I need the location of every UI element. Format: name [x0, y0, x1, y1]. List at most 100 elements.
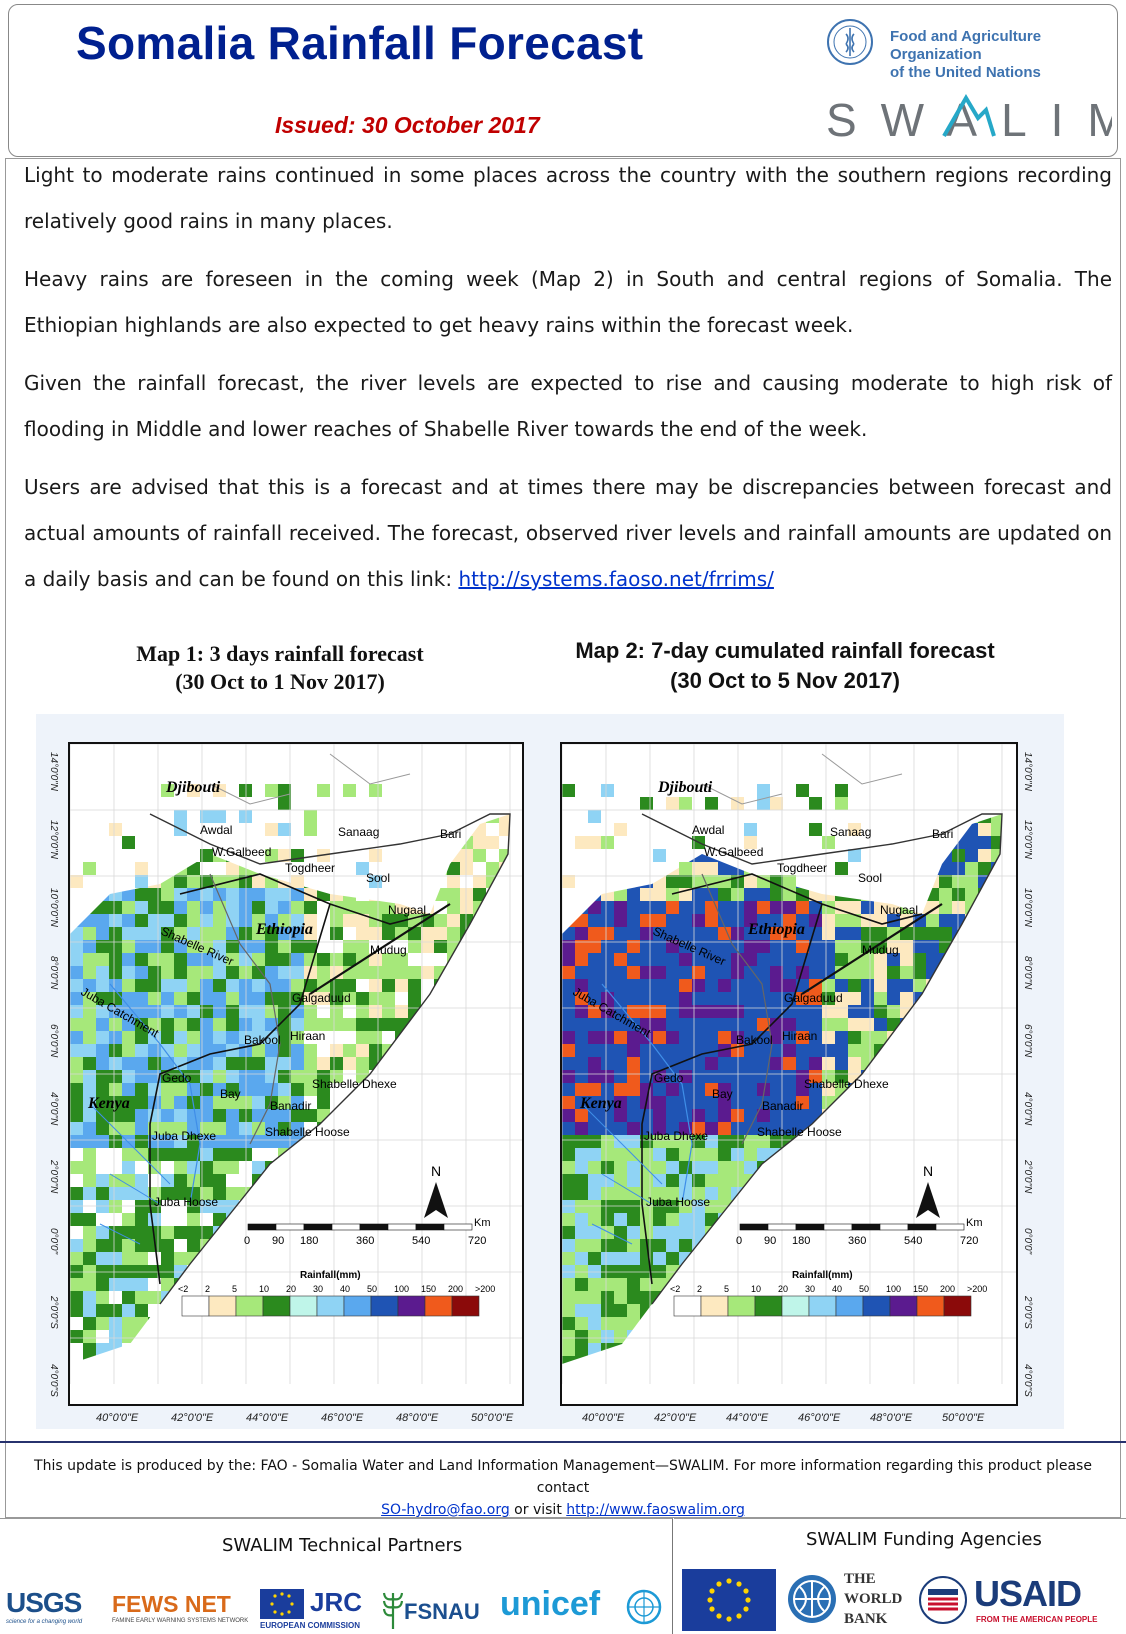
- map1-rain-cell: [343, 1187, 356, 1200]
- map1-rain-cell: [434, 849, 447, 862]
- map2-rain-cell: [666, 862, 679, 875]
- map2-rain-cell: [666, 814, 679, 823]
- map2-rain-cell: [601, 836, 614, 849]
- swalim-website-link[interactable]: http://www.faoswalim.org: [566, 1502, 745, 1518]
- map2-rain-cell: [978, 1083, 991, 1096]
- map2-rain-cell: [952, 1382, 965, 1395]
- map2-rain-cell: [783, 1252, 796, 1265]
- map2-rain-cell: [692, 888, 705, 901]
- map2-rain-cell: [952, 797, 965, 810]
- map2-rain-cell: [939, 784, 952, 797]
- map2-rain-cell: [575, 784, 588, 797]
- map1-rain-cell: [356, 1109, 369, 1122]
- map2-rain-cell: [874, 1096, 887, 1109]
- map1-rain-cell: [343, 1343, 356, 1356]
- map2-rain-cell: [848, 1031, 861, 1044]
- map2-rain-cell: [679, 862, 692, 875]
- map1-title-line1: Map 1: 3 days rainfall forecast: [136, 641, 424, 666]
- map1-rain-cell: [395, 823, 408, 836]
- map2-rain-cell: [887, 1070, 900, 1083]
- map1-rain-cell: [109, 1044, 122, 1057]
- map2-rain-cell: [770, 1122, 783, 1135]
- map1-rain-cell: [382, 953, 395, 966]
- map1-rain-cell: [135, 814, 148, 823]
- map1-rain-cell: [83, 1148, 96, 1161]
- map1-rain-cell: [291, 814, 304, 823]
- map1-region-label: Nugaal: [388, 903, 426, 917]
- map2-rain-cell: [965, 1044, 978, 1057]
- map1-rain-cell: [304, 1343, 317, 1356]
- map1-rain-cell: [512, 979, 522, 992]
- map2-rain-cell: [679, 927, 692, 940]
- map1-rain-cell: [83, 1291, 96, 1304]
- map1-rain-cell: [70, 1187, 83, 1200]
- map1-rain-cell: [499, 814, 510, 823]
- map2-rain-cell: [562, 1070, 575, 1083]
- map2-rain-cell: [835, 992, 848, 1005]
- map1-rain-cell: [395, 888, 408, 901]
- map2-rain-cell: [575, 966, 588, 979]
- map2-rain-cell: [809, 1148, 822, 1161]
- map1-rain-cell: [382, 1187, 395, 1200]
- map1-rain-cell: [408, 992, 421, 1005]
- map1-rain-cell: [265, 1109, 278, 1122]
- map2-rain-cell: [939, 979, 952, 992]
- map2-rain-cell: [822, 1148, 835, 1161]
- map1-rain-cell: [239, 1200, 252, 1213]
- map1-rain-cell: [460, 914, 473, 927]
- map2-rain-cell: [588, 940, 601, 953]
- map1-rain-cell: [213, 953, 226, 966]
- map2-rain-cell: [653, 1083, 666, 1096]
- map2-rain-cell: [874, 1122, 887, 1135]
- map2-rain-cell: [926, 1122, 939, 1135]
- map1-rain-cell: [369, 1161, 382, 1174]
- contact-email-link[interactable]: SO-hydro@fao.org: [381, 1502, 510, 1518]
- map1-rain-cell: [434, 1369, 447, 1382]
- map2-rain-cell: [627, 914, 640, 927]
- map2-rain-cell: [744, 914, 757, 927]
- map2-rain-cell: [575, 1148, 588, 1161]
- map2-rain-cell: [692, 1109, 705, 1122]
- map2-rain-cell: [653, 979, 666, 992]
- map2-rain-cell: [627, 823, 640, 836]
- map2-rain-cell: [952, 1109, 965, 1122]
- map1-rain-cell: [226, 1369, 239, 1382]
- map2-rain-cell: [588, 1148, 601, 1161]
- map1-rain-cell: [226, 1148, 239, 1161]
- map2-region-label: Shabelle Dhexe: [804, 1077, 889, 1091]
- map1-rain-cell: [252, 1044, 265, 1057]
- map2-rain-cell: [900, 1096, 913, 1109]
- map1-rain-cell: [265, 1083, 278, 1096]
- map1-rain-cell: [109, 1109, 122, 1122]
- map1-rain-cell: [395, 862, 408, 875]
- map2-rain-cell: [744, 1330, 757, 1343]
- map2-rain-cell: [692, 1174, 705, 1187]
- map1-rain-cell: [213, 1278, 226, 1291]
- map1-rain-cell: [200, 966, 213, 979]
- map2-rain-cell: [796, 836, 809, 849]
- map2-rain-cell: [913, 888, 926, 901]
- map1-rain-cell: [148, 1044, 161, 1057]
- map2-rain-cell: [744, 1083, 757, 1096]
- map2-rain-cell: [783, 1317, 796, 1330]
- usaid-logo-text: USAID: [974, 1573, 1082, 1614]
- map2-rain-cell: [640, 1369, 653, 1382]
- map2-rain-cell: [718, 1174, 731, 1187]
- map2-rain-cell: [965, 979, 978, 992]
- map1-rain-cell: [291, 1018, 304, 1031]
- map1-rain-cell: [239, 1330, 252, 1343]
- map1-rain-cell: [395, 784, 408, 797]
- map2-lat-label: 6°0'0"N: [1022, 1024, 1033, 1058]
- map1-rain-cell: [486, 1343, 499, 1356]
- map2-rain-cell: [588, 1330, 601, 1343]
- frrims-link[interactable]: http://systems.faoso.net/frrims/: [458, 567, 774, 591]
- map1-rain-cell: [382, 1330, 395, 1343]
- map1-rain-cell: [434, 1031, 447, 1044]
- map2-rain-cell: [614, 823, 627, 836]
- map1-rain-cell: [70, 1070, 83, 1083]
- map1-rain-cell: [226, 1161, 239, 1174]
- map2-rain-cell: [627, 979, 640, 992]
- map2-rain-cell: [900, 1161, 913, 1174]
- map1-rain-cell: [434, 927, 447, 940]
- map1-rain-cell: [278, 1083, 291, 1096]
